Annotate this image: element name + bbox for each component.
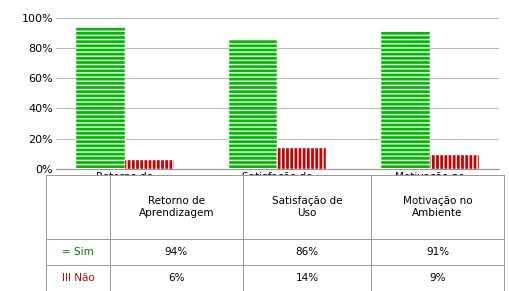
Bar: [125, 160, 174, 169]
Bar: [76, 27, 125, 169]
Bar: [277, 148, 326, 169]
Bar: [381, 31, 430, 169]
Bar: [430, 155, 478, 169]
Bar: [229, 39, 277, 169]
